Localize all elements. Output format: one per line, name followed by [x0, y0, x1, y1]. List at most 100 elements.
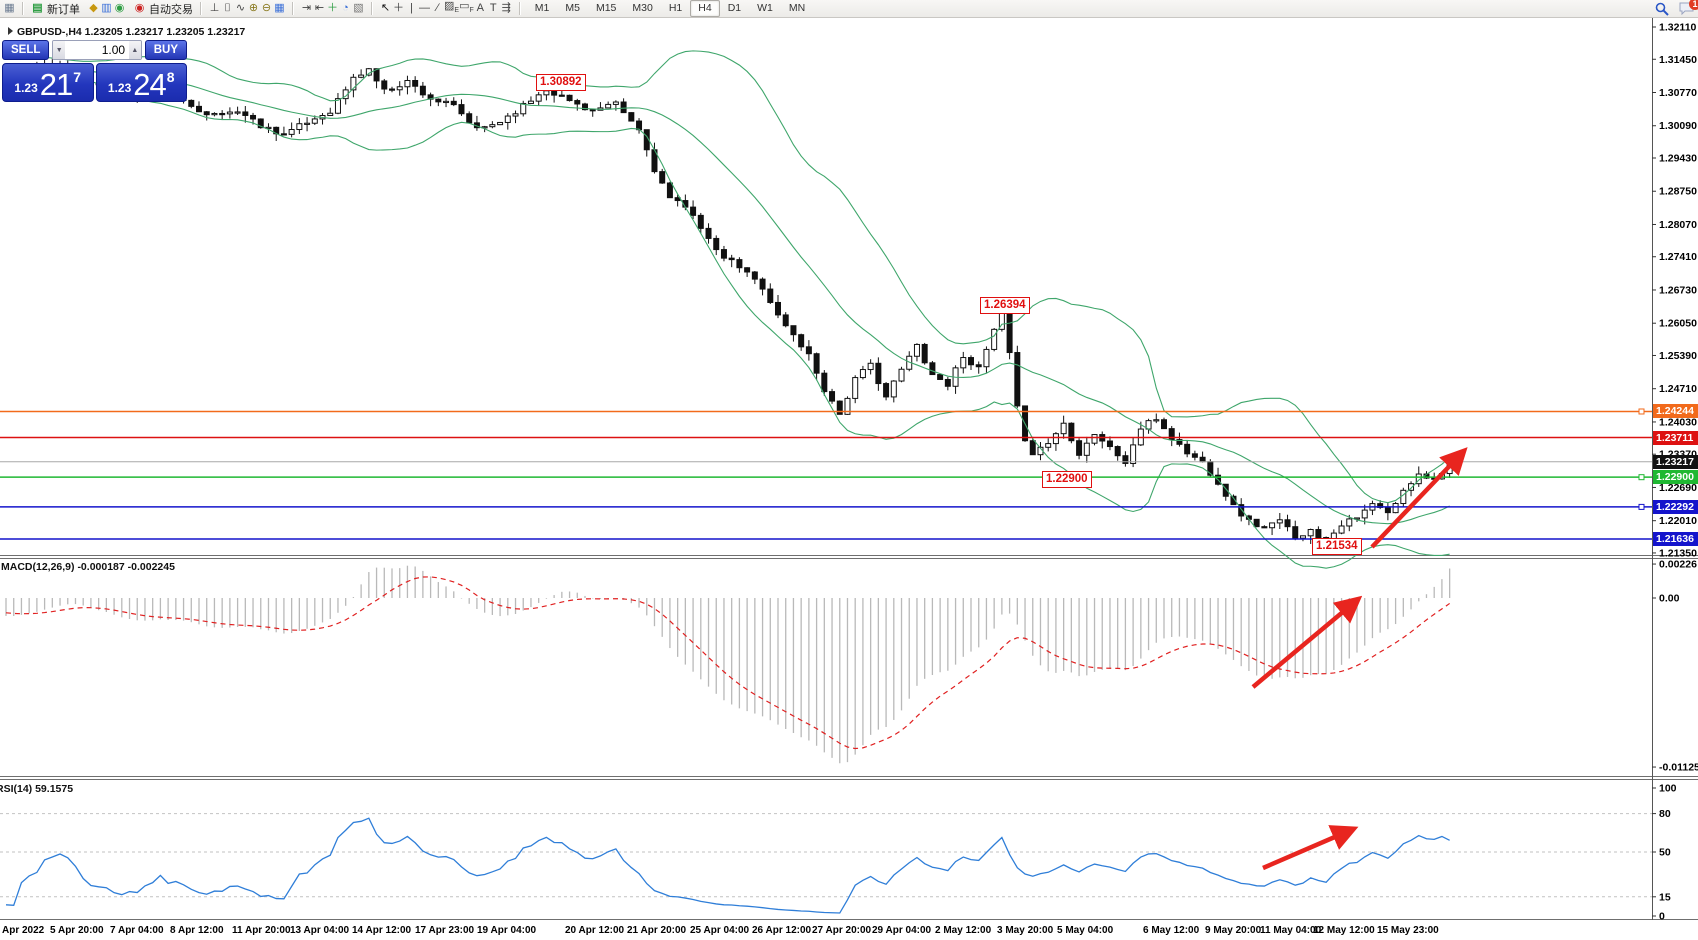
candle-body: [234, 111, 241, 114]
cursor-icon[interactable]: ↖: [380, 2, 391, 14]
tab-timeframe-H4[interactable]: H4: [690, 0, 720, 17]
level-line-handle[interactable]: [1638, 503, 1645, 510]
template-icon[interactable]: ▧: [353, 2, 364, 14]
level-line-handle[interactable]: [1638, 474, 1645, 481]
candle-body: [396, 86, 403, 91]
candle-body: [203, 111, 210, 116]
candle-body: [435, 98, 442, 103]
rsi-line: [5, 817, 1450, 914]
market-watch-icon[interactable]: ◆: [89, 2, 98, 14]
tab-timeframe-D1[interactable]: D1: [727, 2, 742, 14]
date-label: 12 May 12:00: [1313, 925, 1375, 936]
trendline-icon[interactable]: ∕: [436, 2, 439, 14]
tab-timeframe-MN[interactable]: MN: [788, 2, 806, 14]
volume-decrease-button[interactable]: ▼: [53, 41, 66, 59]
date-label: 17 Apr 23:00: [415, 925, 475, 936]
tab-timeframe-M5[interactable]: M5: [565, 2, 580, 14]
trend-arrow[interactable]: [1370, 447, 1468, 549]
candle-body: [921, 343, 928, 364]
vline-icon[interactable]: |: [410, 2, 413, 14]
trend-arrow[interactable]: [1251, 595, 1363, 689]
search-icon[interactable]: [1655, 2, 1669, 16]
candle-body: [1400, 489, 1407, 505]
add-indicator-icon[interactable]: ＋: [327, 2, 338, 14]
tab-timeframe-W1[interactable]: W1: [757, 2, 773, 14]
channel-icon[interactable]: ▨E: [444, 0, 460, 15]
candle-body: [1161, 419, 1167, 430]
zoom-in-icon[interactable]: ⊕: [248, 2, 259, 14]
hline-icon[interactable]: —: [419, 2, 430, 14]
date-label: 5 May 04:00: [1057, 925, 1114, 936]
volume-increase-button[interactable]: ▲: [129, 41, 141, 59]
date-label: 27 Apr 20:00: [812, 925, 872, 936]
chart-shift-icon[interactable]: ⇥: [301, 2, 312, 14]
candle-body: [1261, 526, 1268, 529]
candle-body: [334, 98, 341, 114]
sell-price-panel[interactable]: 1.23 21 7: [2, 63, 94, 102]
candle-body: [1307, 529, 1314, 537]
sell-price-sup: 7: [73, 69, 82, 85]
candle-body: [504, 115, 511, 123]
price-annotation-1.22900[interactable]: 1.22900: [1042, 471, 1092, 488]
strategy-tester-icon[interactable]: ◉: [114, 2, 125, 14]
axis-label-1.22900: 1.22900: [1653, 470, 1698, 485]
bollinger-middle-band: [5, 63, 1450, 525]
buy-button[interactable]: BUY: [144, 40, 187, 60]
candle-body: [937, 374, 944, 380]
candle-body: [1052, 433, 1059, 445]
new-order-button[interactable]: ▤ 新订单: [27, 1, 84, 16]
candle-body: [1230, 495, 1237, 506]
candle-body: [520, 102, 527, 115]
tile-windows-icon[interactable]: ▦: [274, 2, 285, 14]
tab-timeframe-H1[interactable]: H1: [668, 2, 683, 14]
fibonacci-icon[interactable]: ▭F: [459, 0, 474, 15]
line-chart-icon[interactable]: ∿: [235, 2, 246, 14]
notifications-chat-icon[interactable]: 1: [1679, 0, 1698, 15]
crosshair-icon[interactable]: ＋: [393, 2, 404, 14]
candle-body: [188, 99, 195, 107]
auto-scroll-icon[interactable]: ⇤: [314, 2, 325, 14]
buy-price-base: 1.23: [107, 81, 132, 95]
candle-body: [419, 85, 426, 96]
candle-body: [1199, 456, 1206, 463]
price-annotation-1.26394[interactable]: 1.26394: [980, 297, 1030, 314]
autotrade-button[interactable]: ◉ 自动交易: [129, 1, 197, 16]
buy-price-panel[interactable]: 1.23 24 8: [95, 63, 187, 102]
zoom-out-icon[interactable]: ⊖: [261, 2, 272, 14]
sell-button[interactable]: SELL: [2, 40, 50, 60]
tab-timeframe-M1[interactable]: M1: [534, 2, 550, 14]
trend-arrow[interactable]: [1262, 825, 1359, 871]
level-line-handle[interactable]: [1638, 408, 1645, 415]
candle-body: [852, 377, 859, 399]
candle-body: [690, 206, 697, 216]
price-annotation-1.21534[interactable]: 1.21534: [1312, 538, 1362, 555]
sell-price-big: 21: [39, 67, 73, 102]
bar-chart-icon[interactable]: ⊥: [209, 2, 220, 14]
candle-body: [1076, 440, 1083, 456]
tab-timeframe-M15[interactable]: M15: [595, 2, 617, 14]
candle-body: [404, 79, 411, 88]
macd-tick-label: -0.011252: [1659, 762, 1698, 774]
candle-body: [1392, 503, 1399, 514]
period-clock-icon[interactable]: ◔: [342, 2, 349, 14]
candle-body: [1014, 352, 1021, 407]
chart-fragment-icon[interactable]: ▦: [4, 2, 15, 14]
text-icon[interactable]: A: [476, 2, 484, 14]
data-window-icon[interactable]: ▥: [101, 2, 112, 14]
candle-body: [628, 112, 635, 122]
macd-tick-label: 0.00: [1659, 593, 1680, 605]
tab-timeframe-M30[interactable]: M30: [632, 2, 653, 14]
candle-chart-icon[interactable]: ⌷: [224, 2, 231, 14]
volume-input[interactable]: [65, 41, 130, 59]
candle-body: [242, 111, 249, 116]
candle-body: [705, 227, 712, 239]
toolbar-separator: [200, 2, 202, 15]
candle-body: [744, 267, 751, 273]
shapes-icon[interactable]: ⇶: [501, 2, 511, 14]
label-icon[interactable]: T: [489, 2, 497, 14]
candle-body: [211, 112, 218, 116]
candle-body: [1091, 434, 1098, 444]
price-annotation-1.30892[interactable]: 1.30892: [536, 74, 586, 91]
candle-body: [1238, 504, 1245, 517]
